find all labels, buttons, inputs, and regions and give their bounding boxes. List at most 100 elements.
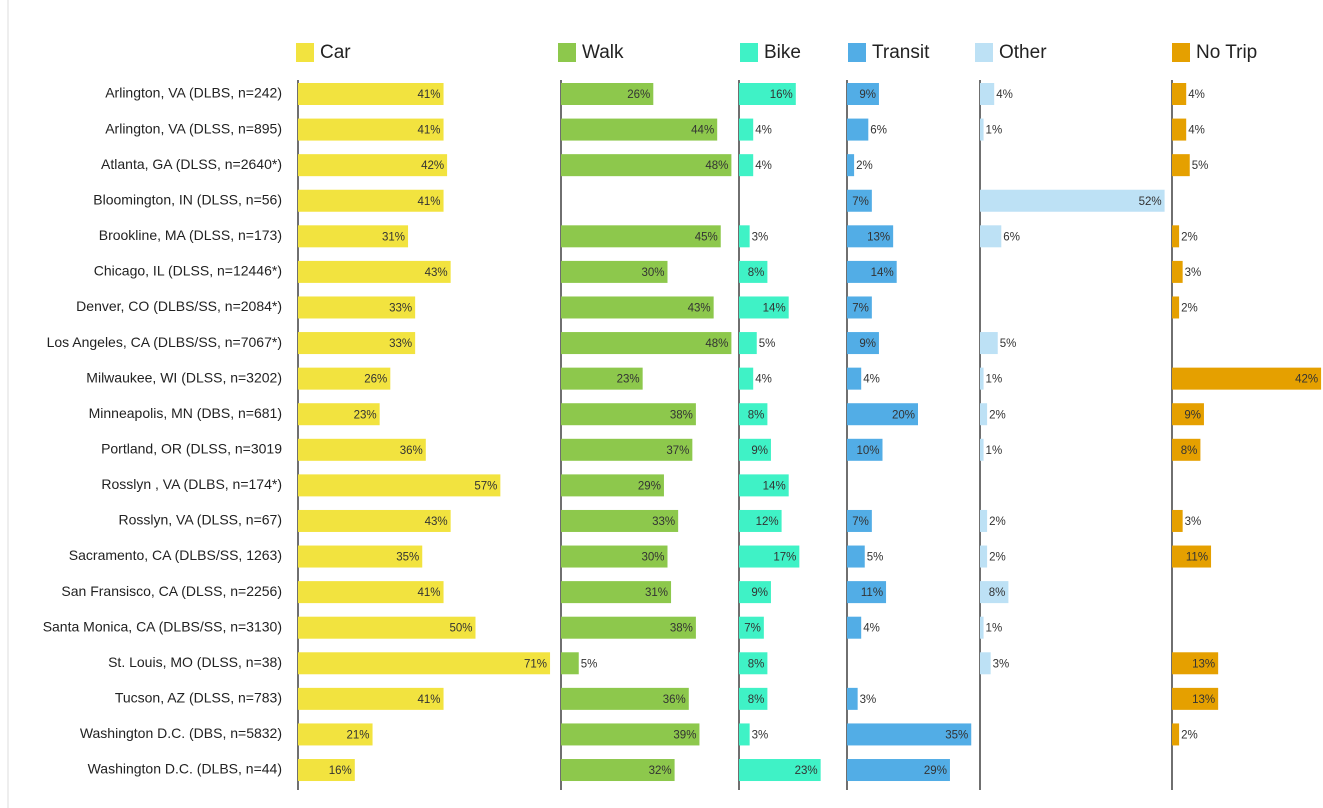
value-label: 3% bbox=[1185, 516, 1202, 528]
bar bbox=[739, 759, 821, 782]
bar bbox=[1172, 723, 1180, 746]
bar bbox=[561, 225, 721, 248]
value-label: 31% bbox=[382, 231, 405, 243]
value-label: 2% bbox=[989, 409, 1006, 421]
value-label: 37% bbox=[666, 445, 689, 457]
value-label: 42% bbox=[421, 160, 444, 172]
value-label: 23% bbox=[617, 374, 640, 386]
bar bbox=[739, 118, 754, 141]
value-label: 6% bbox=[1003, 231, 1020, 243]
bar bbox=[561, 154, 732, 177]
value-label: 43% bbox=[688, 303, 711, 315]
legend-swatch bbox=[740, 43, 758, 62]
value-label: 8% bbox=[1181, 445, 1198, 457]
value-label: 20% bbox=[892, 409, 915, 421]
value-label: 39% bbox=[673, 729, 696, 741]
bar bbox=[1172, 367, 1322, 390]
bar bbox=[847, 581, 887, 604]
bar bbox=[847, 332, 879, 355]
bar bbox=[847, 367, 862, 390]
category-label: Washington D.C. (DLBS, n=44) bbox=[88, 761, 282, 777]
bar bbox=[561, 616, 696, 639]
value-label: 5% bbox=[759, 338, 776, 350]
value-label: 11% bbox=[861, 587, 883, 599]
bar bbox=[980, 225, 1002, 248]
category-label: Bloomington, IN (DLSS, n=56) bbox=[93, 191, 282, 207]
value-label: 9% bbox=[751, 445, 768, 457]
category-label: San Fransisco, CA (DLSS, n=2256) bbox=[61, 583, 282, 599]
value-label: 5% bbox=[867, 552, 884, 564]
bar bbox=[847, 118, 869, 141]
value-label: 31% bbox=[645, 587, 668, 599]
value-label: 3% bbox=[752, 729, 769, 741]
bar bbox=[298, 83, 444, 105]
bar bbox=[561, 438, 693, 461]
value-label: 43% bbox=[425, 516, 448, 528]
bar bbox=[298, 296, 416, 319]
value-label: 26% bbox=[364, 374, 387, 386]
bar bbox=[847, 616, 862, 639]
value-label: 7% bbox=[852, 303, 869, 315]
bar bbox=[980, 581, 1009, 604]
value-label: 33% bbox=[652, 516, 675, 528]
bar bbox=[980, 509, 988, 532]
bar bbox=[298, 438, 426, 461]
bar bbox=[298, 225, 409, 248]
bar bbox=[980, 438, 984, 461]
bar bbox=[298, 652, 551, 675]
category-label: Arlington, VA (DLBS, n=242) bbox=[105, 85, 282, 101]
legend-label: Walk bbox=[582, 42, 624, 63]
bar bbox=[561, 545, 668, 568]
value-label: 3% bbox=[1185, 267, 1202, 279]
bar bbox=[739, 154, 754, 177]
value-label: 7% bbox=[744, 623, 761, 635]
value-label: 23% bbox=[354, 409, 377, 421]
bar bbox=[298, 616, 476, 639]
bar bbox=[980, 367, 984, 390]
bar bbox=[298, 403, 380, 426]
value-label: 10% bbox=[856, 445, 879, 457]
bar bbox=[298, 118, 444, 141]
bar bbox=[739, 225, 750, 248]
value-label: 2% bbox=[1181, 729, 1198, 741]
value-label: 8% bbox=[989, 587, 1006, 599]
bar bbox=[980, 403, 988, 426]
bar bbox=[298, 189, 444, 212]
value-label: 13% bbox=[867, 231, 890, 243]
bar bbox=[561, 652, 579, 675]
category-label: Denver, CO (DLBS/SS, n=2084*) bbox=[76, 298, 282, 314]
value-label: 3% bbox=[752, 231, 769, 243]
value-label: 2% bbox=[1181, 231, 1198, 243]
category-label: Arlington, VA (DLSS, n=895) bbox=[105, 120, 282, 136]
bar bbox=[1172, 438, 1201, 461]
bar bbox=[980, 616, 984, 639]
value-label: 8% bbox=[748, 694, 765, 706]
value-label: 16% bbox=[329, 765, 352, 777]
category-label: Minneapolis, MN (DBS, n=681) bbox=[89, 405, 282, 421]
bar bbox=[298, 581, 444, 604]
bar bbox=[980, 332, 998, 355]
bar bbox=[847, 759, 950, 782]
value-label: 1% bbox=[986, 623, 1003, 635]
bar bbox=[561, 759, 675, 782]
value-label: 17% bbox=[773, 552, 796, 564]
bar bbox=[561, 509, 679, 532]
category-label: Rosslyn , VA (DLBS, n=174*) bbox=[101, 476, 282, 492]
value-label: 44% bbox=[691, 125, 714, 137]
value-label: 36% bbox=[400, 445, 423, 457]
bar bbox=[847, 509, 872, 532]
legend-label: Other bbox=[999, 42, 1047, 63]
bar bbox=[1172, 83, 1187, 105]
bar bbox=[298, 367, 391, 390]
value-label: 26% bbox=[627, 89, 650, 101]
legend-swatch bbox=[975, 43, 993, 62]
bar bbox=[1172, 509, 1183, 532]
value-label: 4% bbox=[1188, 125, 1205, 137]
bar bbox=[980, 545, 988, 568]
value-label: 5% bbox=[1192, 160, 1209, 172]
value-label: 11% bbox=[1186, 552, 1208, 564]
category-label: Milwaukee, WI (DLSS, n=3202) bbox=[86, 369, 282, 385]
bar bbox=[980, 118, 984, 141]
bar bbox=[739, 687, 768, 710]
